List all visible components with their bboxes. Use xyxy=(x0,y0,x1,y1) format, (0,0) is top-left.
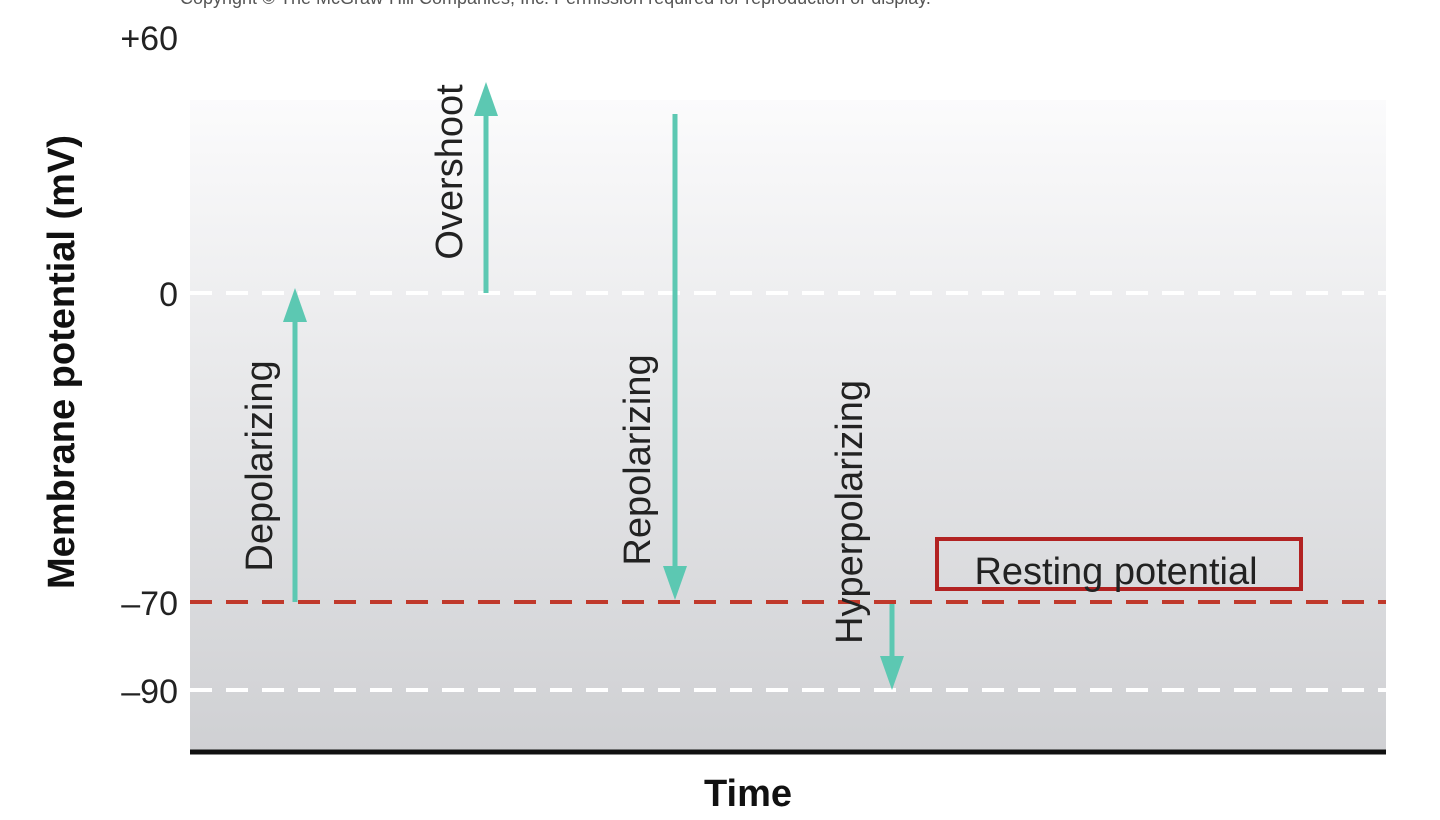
repolarizing-arrow xyxy=(663,114,687,600)
y-tick-minus-70: –70 xyxy=(121,585,178,623)
x-axis-label: Time xyxy=(704,773,792,815)
repolarizing-label: Repolarizing xyxy=(617,354,659,565)
plot-background xyxy=(190,100,1386,752)
overshoot-arrow xyxy=(474,82,498,293)
y-tick-plus-60: +60 xyxy=(120,20,178,58)
hyperpolarizing-label: Hyperpolarizing xyxy=(829,380,871,644)
overshoot-label: Overshoot xyxy=(429,84,471,260)
resting-potential-label: Resting potential xyxy=(974,551,1257,593)
depolarizing-arrow xyxy=(283,288,307,602)
y-tick-0: 0 xyxy=(159,276,178,314)
resting-potential-box xyxy=(935,537,1303,591)
hyperpolarizing-arrow xyxy=(880,604,904,690)
y-axis-label: Membrane potential (mV) xyxy=(41,135,83,589)
y-tick-minus-90: –90 xyxy=(121,673,178,711)
depolarizing-label: Depolarizing xyxy=(239,360,281,571)
copyright-notice: Copyright © The McGraw-Hill Companies, I… xyxy=(180,0,1280,9)
